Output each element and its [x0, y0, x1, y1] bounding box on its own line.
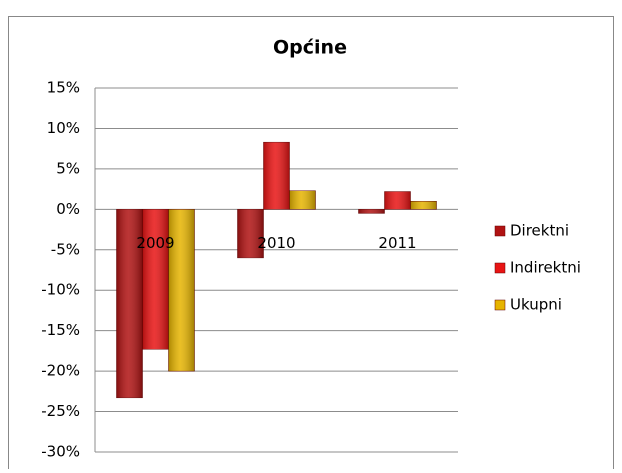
chart-frame — [8, 16, 614, 473]
bar — [263, 141, 290, 210]
legend-label: Direktni — [510, 222, 569, 240]
y-tick-label: -5% — [51, 240, 80, 258]
y-tick-label: -15% — [41, 321, 80, 339]
legend-label: Ukupni — [510, 296, 562, 314]
y-tick-label: -10% — [41, 281, 80, 299]
legend-label: Indirektni — [510, 259, 581, 277]
y-tick-label: 10% — [47, 119, 80, 137]
bar — [237, 209, 264, 259]
bar — [142, 209, 169, 350]
y-tick-label: 15% — [47, 79, 80, 97]
bar — [384, 191, 411, 210]
x-tick-label: 2009 — [136, 234, 174, 252]
legend-swatch — [494, 225, 506, 237]
x-tick-label: 2011 — [378, 234, 416, 252]
chart-title: Općine — [273, 37, 347, 59]
y-tick-label: 0% — [56, 200, 80, 218]
y-tick-label: -25% — [41, 402, 80, 420]
bar — [116, 209, 143, 399]
bar — [358, 209, 385, 214]
y-tick-label: 5% — [56, 159, 80, 177]
legend-swatch — [494, 299, 506, 311]
y-tick-label: -30% — [41, 443, 80, 461]
x-tick-label: 2010 — [257, 234, 295, 252]
bar — [168, 209, 195, 372]
bar — [289, 190, 316, 210]
legend-swatch — [494, 262, 506, 274]
y-tick-label: -20% — [41, 362, 80, 380]
bar — [410, 200, 437, 210]
